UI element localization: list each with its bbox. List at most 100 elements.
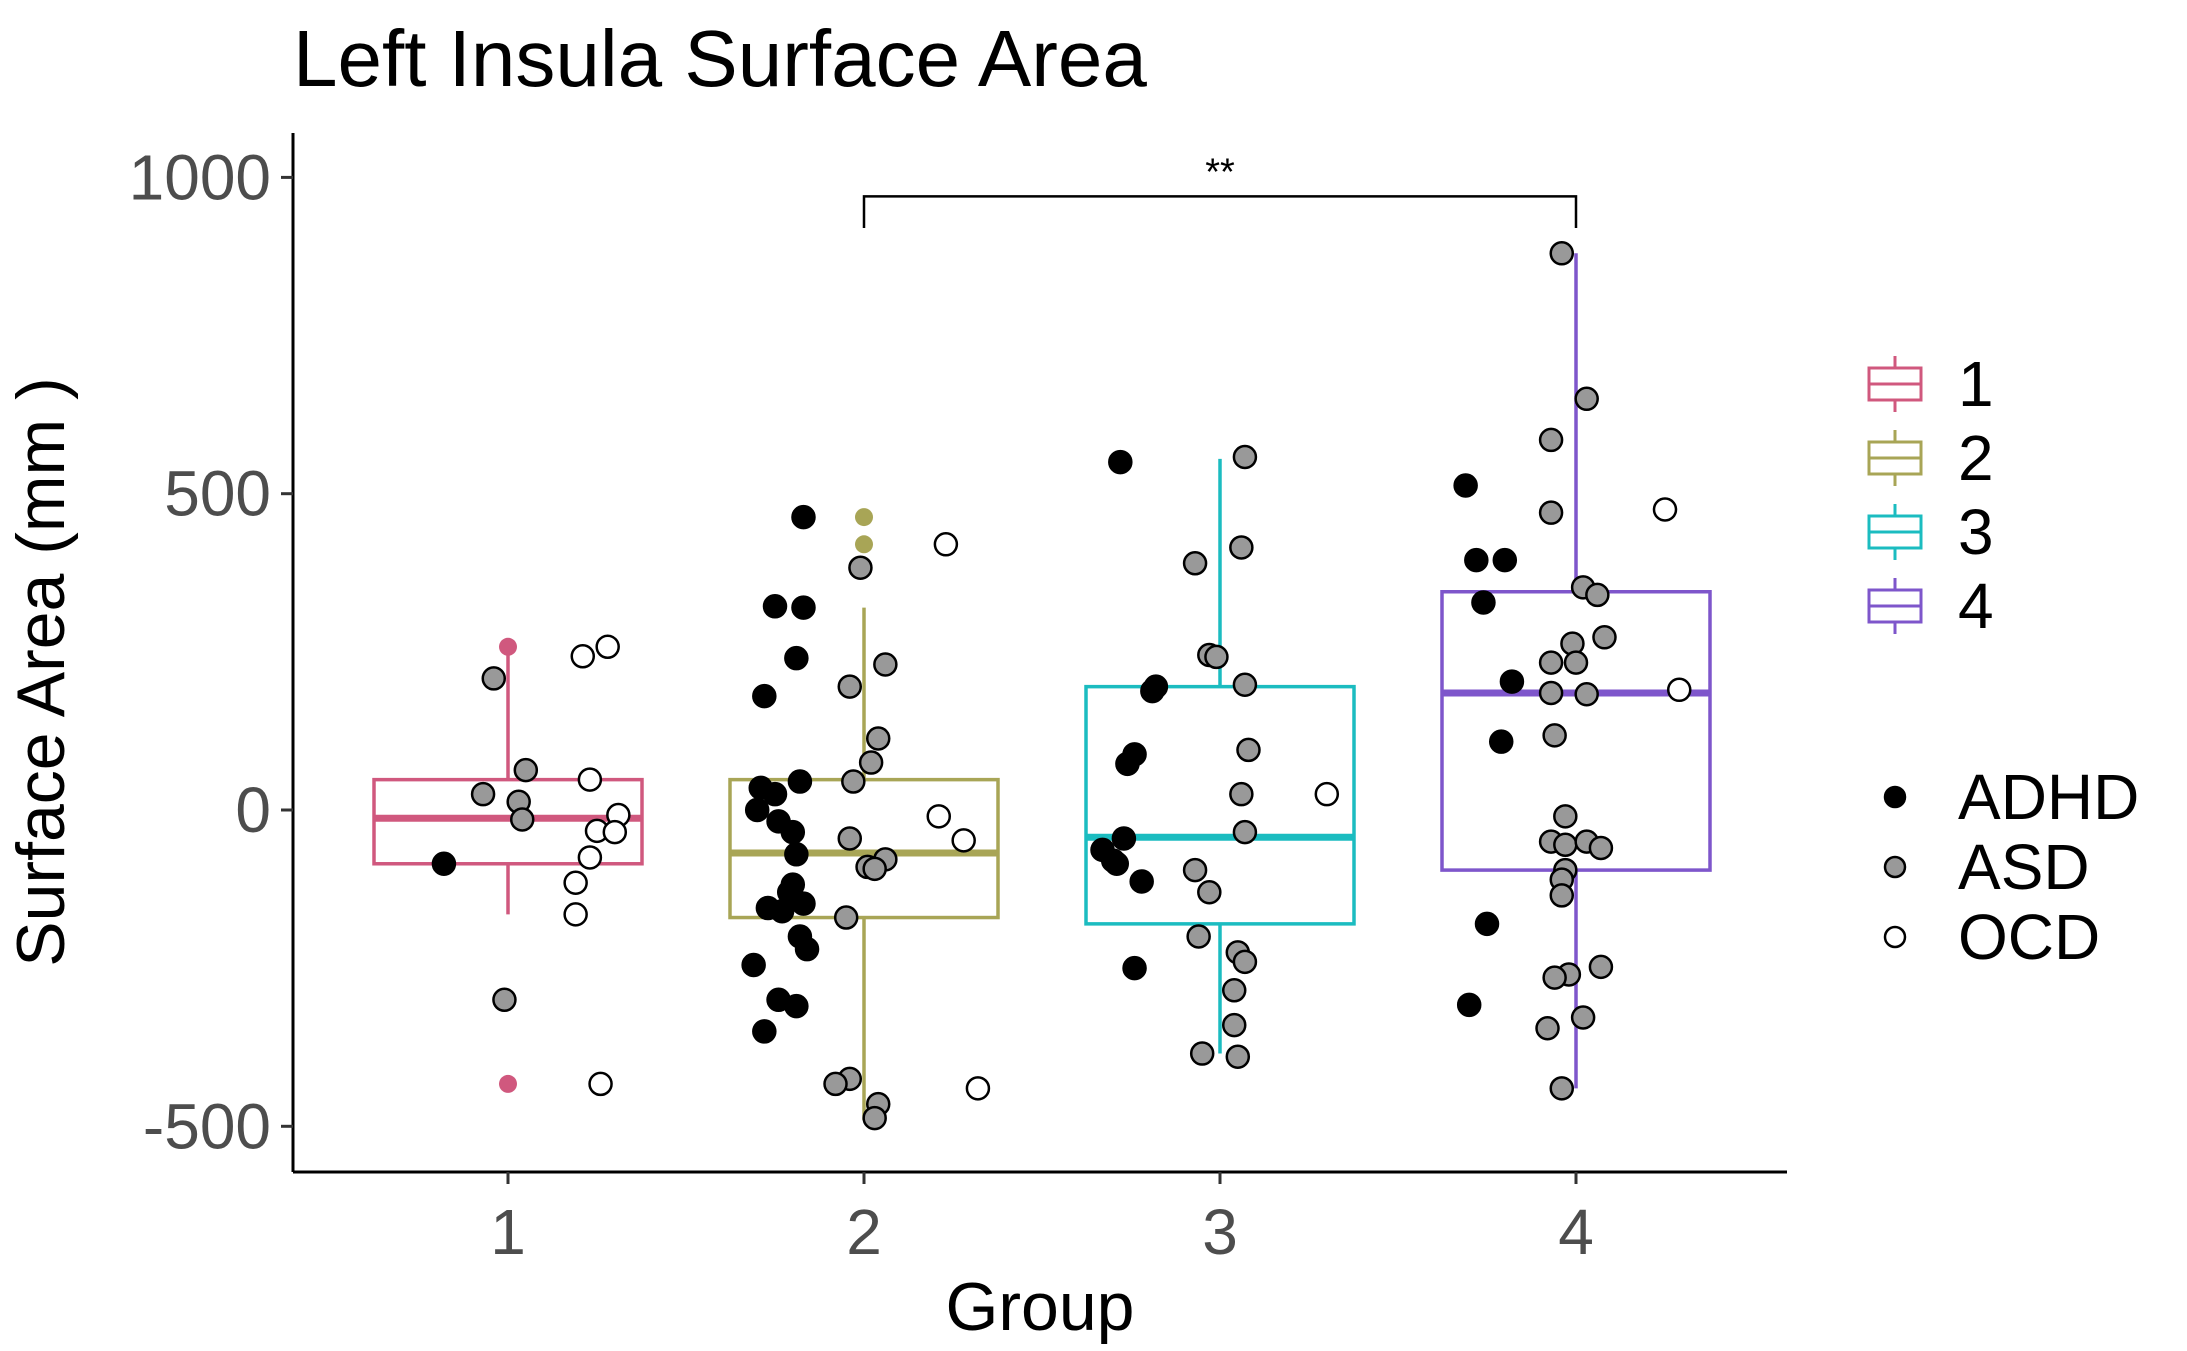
data-point-asd [1542,965,1567,990]
data-point-adhd [1499,669,1525,694]
data-point-adhd [762,594,788,619]
data-point-asd [1588,954,1614,980]
x-tick-label: 4 [1558,1196,1594,1268]
data-point-asd [862,1105,887,1131]
data-point-asd [862,856,887,882]
data-point-adhd [1111,826,1137,851]
data-point-asd [1585,582,1610,608]
legend-shape-label: ADHD [1958,761,2139,833]
legend-fill-label: 1 [1958,348,1994,420]
data-point-asd [1549,883,1575,908]
data-point-ocd [965,1076,991,1101]
data-point-adhd [752,1019,777,1044]
data-points [431,241,1692,1131]
data-point-asd [1229,781,1254,807]
legend-fill-label: 3 [1958,496,1994,568]
y-tick-label: 0 [235,774,271,846]
data-point-ocd [951,828,976,853]
data-point-asd [492,987,517,1013]
legend-fill-item-2: 2 [1867,422,1994,494]
outlier-point [855,508,873,527]
data-point-adhd [791,595,816,620]
data-point-asd [1186,924,1211,949]
data-point-ocd [602,819,628,845]
box-group-2 [728,508,1000,1120]
data-point-asd [509,807,535,832]
x-tick-label: 2 [846,1196,882,1268]
significance-label: ** [1205,151,1235,193]
data-point-ocd [1314,781,1340,807]
outlier-point [499,1074,517,1093]
data-point-asd [1232,819,1258,845]
data-point-asd [1236,737,1261,763]
data-point-asd [1535,1015,1560,1041]
y-axis-title: Surface Area (mm ) [3,377,79,967]
data-point-adhd [1108,449,1133,475]
data-point-adhd [784,842,809,867]
x-tick-label: 3 [1202,1196,1238,1268]
data-point-asd [1538,500,1564,525]
data-point-adhd [784,993,809,1019]
data-point-asd [1221,978,1247,1003]
data-point-ocd [1652,497,1678,522]
data-point-ocd [933,532,959,557]
data-point-adhd [752,683,777,709]
data-point-asd [513,757,539,783]
data-point-ocd [588,1071,613,1097]
data-point-asd [1553,832,1578,858]
data-point-asd [1549,241,1575,266]
data-point-asd [1538,680,1564,706]
data-point-asd [837,674,863,699]
legend-key-point [1883,855,1907,879]
legend-key-point [1883,925,1907,949]
data-point-asd [837,826,863,851]
data-point-adhd [1453,473,1478,498]
data-point-asd [1574,386,1599,412]
data-point-asd [470,781,496,807]
y-tick-label: -500 [143,1090,271,1162]
data-point-ocd [570,644,596,669]
legend-shape-item-asd: ASD [1883,831,2090,903]
data-point-asd [1182,857,1208,883]
data-point-asd [1563,650,1589,675]
data-point-asd [865,726,891,751]
data-point-adhd [744,797,770,823]
legend-fill-label: 2 [1958,422,1994,494]
data-point-asd [1232,672,1258,697]
data-point-adhd [1471,590,1496,615]
data-point-adhd [431,851,457,877]
legend-shape-item-adhd: ADHD [1883,761,2139,833]
data-point-adhd [1456,992,1482,1018]
data-point-asd [858,750,884,775]
legend-fill-label: 4 [1958,570,1994,642]
outlier-point [855,535,873,554]
data-point-adhd [741,952,766,978]
y-tick-label: 1000 [129,141,271,213]
data-point-asd [1232,444,1258,470]
data-point-asd [1588,835,1614,861]
outlier-point [499,637,517,656]
legend-fill-item-3: 3 [1867,496,1994,568]
data-point-ocd [563,902,588,927]
data-point-ocd [577,845,603,870]
data-point-adhd [794,936,820,962]
data-point-ocd [577,767,603,792]
legend-shape-label: ASD [1958,831,2090,903]
data-point-adhd [1474,911,1500,937]
y-tick-label: 500 [164,458,271,530]
data-point-adhd [1115,751,1140,777]
data-point-ocd [1666,677,1692,703]
data-point-asd [873,652,898,677]
data-point-asd [1549,1076,1575,1101]
x-axis-title: Group [946,1269,1135,1345]
data-point-adhd [769,898,795,924]
data-point-asd [833,905,859,930]
data-point-ocd [926,804,952,829]
data-point-adhd [1140,678,1165,704]
data-point-asd [1574,681,1599,707]
data-point-ocd [563,870,588,895]
data-point-adhd [1464,547,1489,573]
legend-shape-label: OCD [1958,901,2100,973]
